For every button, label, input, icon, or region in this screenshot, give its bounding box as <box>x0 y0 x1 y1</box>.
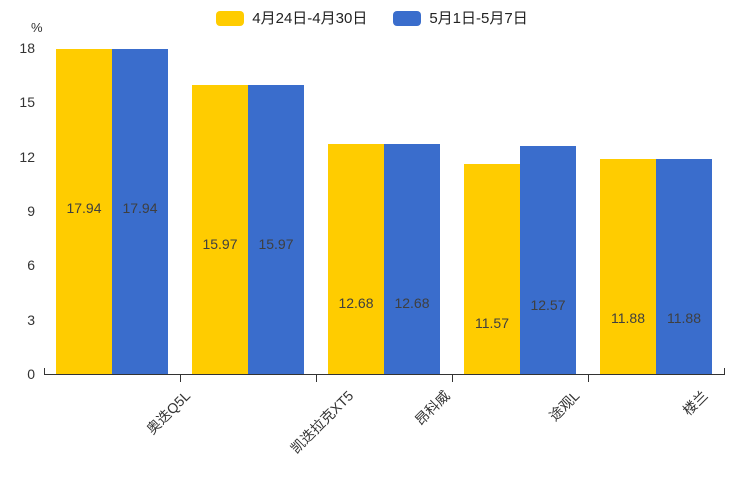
bar-series-2[interactable]: 15.97 <box>248 84 304 374</box>
y-axis-tick-label: 0 <box>27 366 35 382</box>
bar-value-label: 11.57 <box>475 315 509 332</box>
bar-series-1[interactable]: 17.94 <box>56 49 112 374</box>
bar-value-label: 11.88 <box>667 309 701 326</box>
bar-value-label: 12.57 <box>530 297 566 314</box>
bar-series-1[interactable]: 11.88 <box>600 158 656 374</box>
x-axis-category-label: 途观L <box>545 387 583 425</box>
bar-series-1[interactable]: 12.68 <box>328 144 384 374</box>
bar-value-label: 17.94 <box>122 200 158 217</box>
x-axis-category-label: 昂科威 <box>411 387 453 429</box>
x-axis-left-cap <box>44 368 45 375</box>
chart-legend: 4月24日-4月30日 5月1日-5月7日 <box>0 11 744 26</box>
bar-value-label: 12.68 <box>338 295 374 312</box>
x-axis-tick <box>588 375 589 382</box>
bar-series-2[interactable]: 17.94 <box>112 49 168 374</box>
x-axis-category-label: 凯迭拉克XT5 <box>287 387 357 457</box>
y-axis-unit-label: % <box>31 20 43 35</box>
bar-series-1[interactable]: 11.57 <box>464 164 520 374</box>
x-axis-tick <box>180 375 181 382</box>
y-axis-tick-label: 18 <box>19 40 35 56</box>
x-axis-tick <box>316 375 317 382</box>
bar-series-1[interactable]: 15.97 <box>192 84 248 374</box>
y-axis-tick-label: 15 <box>19 94 35 111</box>
legend-label-series-2: 5月1日-5月7日 <box>429 10 528 27</box>
bar-value-label: 17.94 <box>66 200 102 217</box>
bar-series-2[interactable]: 11.88 <box>656 158 712 374</box>
legend-label-series-1: 4月24日-4月30日 <box>252 10 368 27</box>
bar-value-label: 12.68 <box>394 295 430 312</box>
y-axis-tick-label: 12 <box>19 148 35 165</box>
x-axis-line <box>44 374 725 375</box>
bar-series-2[interactable]: 12.57 <box>520 146 576 374</box>
legend-item-series-1[interactable]: 4月24日-4月30日 <box>216 11 367 26</box>
bar-value-label: 11.88 <box>611 309 645 326</box>
y-axis-tick-label: 9 <box>27 203 35 219</box>
legend-item-series-2[interactable]: 5月1日-5月7日 <box>393 10 528 27</box>
bar-value-label: 15.97 <box>202 235 238 252</box>
legend-swatch-icon-series-1 <box>216 11 245 26</box>
x-axis-category-label: 奥迭Q5L <box>143 387 194 438</box>
x-axis-tick <box>452 375 453 382</box>
legend-swatch-icon-series-2 <box>393 11 422 26</box>
y-axis-tick-label: 3 <box>27 311 35 328</box>
plot-area: 0 3 6 9 12 15 18 17.94 17.94 15.97 15.97 12.68 12.68… <box>19 40 724 382</box>
bar-value-label: 15.97 <box>258 235 294 252</box>
y-axis-tick-label: 6 <box>27 257 35 274</box>
bar-series-2[interactable]: 12.68 <box>384 144 440 374</box>
x-axis-right-cap <box>724 368 725 375</box>
x-axis-category-label: 楼兰 <box>679 387 711 419</box>
